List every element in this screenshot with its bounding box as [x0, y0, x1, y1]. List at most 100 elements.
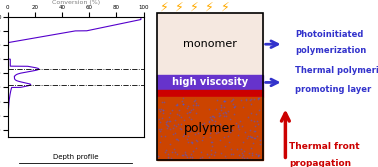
Point [176, 109, 182, 112]
Text: promoting layer: promoting layer [295, 85, 371, 94]
Point [183, 126, 189, 128]
Point [185, 105, 191, 107]
Point [180, 135, 186, 138]
Point [237, 119, 243, 122]
Point [159, 117, 165, 119]
Point [220, 126, 226, 129]
Point [180, 103, 186, 105]
Point [248, 98, 254, 101]
Point [233, 122, 239, 125]
Point [209, 145, 215, 148]
Point [209, 119, 215, 122]
Point [253, 152, 259, 155]
Point [207, 115, 213, 118]
Point [223, 112, 229, 115]
Point [160, 112, 166, 115]
Point [222, 144, 228, 147]
Point [167, 119, 174, 122]
Point [248, 97, 254, 100]
Text: ⚡: ⚡ [205, 0, 214, 13]
Text: Photoinitiated: Photoinitiated [295, 30, 363, 39]
Point [165, 156, 171, 158]
Point [221, 115, 227, 117]
Point [253, 125, 259, 128]
Point [235, 134, 241, 136]
Point [192, 99, 198, 101]
Point [224, 126, 230, 129]
Point [206, 119, 212, 122]
Point [230, 97, 236, 100]
Point [155, 117, 161, 120]
Point [193, 102, 199, 105]
Point [164, 126, 170, 129]
Point [179, 100, 185, 103]
Point [251, 120, 257, 123]
Point [188, 109, 194, 111]
Point [174, 153, 180, 156]
Point [173, 137, 179, 140]
Point [248, 135, 254, 138]
Point [187, 118, 194, 120]
Point [238, 99, 244, 102]
Point [211, 115, 217, 118]
Point [212, 151, 218, 154]
Point [241, 150, 247, 152]
Point [210, 115, 216, 117]
Point [183, 153, 189, 156]
Point [187, 111, 193, 113]
Point [190, 149, 196, 152]
Point [174, 104, 180, 107]
Point [255, 97, 261, 100]
Point [158, 107, 164, 110]
Text: ⚡: ⚡ [190, 0, 199, 13]
Point [172, 119, 178, 121]
Point [163, 149, 169, 151]
Point [169, 151, 175, 154]
Point [160, 109, 166, 112]
Point [249, 152, 255, 155]
Point [167, 128, 174, 131]
Point [253, 113, 259, 116]
Point [173, 124, 179, 127]
Point [215, 130, 221, 133]
Point [231, 113, 237, 115]
Point [222, 155, 228, 157]
Point [171, 148, 177, 150]
Point [226, 131, 232, 134]
Point [245, 134, 251, 137]
Point [208, 141, 214, 144]
Point [180, 103, 186, 106]
Point [222, 100, 228, 102]
Text: propagation: propagation [289, 159, 351, 167]
Point [174, 102, 180, 105]
Point [208, 118, 214, 121]
Point [248, 146, 254, 149]
Point [185, 134, 191, 137]
Point [157, 120, 163, 123]
Point [239, 125, 245, 127]
Point [173, 103, 179, 106]
Point [164, 124, 170, 126]
Point [164, 119, 170, 122]
Point [193, 139, 199, 141]
Point [248, 157, 254, 160]
Point [250, 141, 256, 144]
Point [186, 130, 192, 132]
Point [204, 152, 210, 155]
Point [235, 125, 241, 128]
Point [188, 152, 194, 155]
Point [198, 151, 204, 154]
Point [172, 151, 178, 154]
Point [159, 101, 165, 103]
Point [242, 131, 248, 133]
Point [217, 123, 223, 126]
Point [188, 140, 194, 143]
Point [186, 110, 192, 113]
Point [182, 150, 188, 153]
Point [249, 154, 255, 157]
Point [156, 109, 163, 112]
Point [225, 134, 231, 137]
Point [212, 120, 218, 122]
Point [167, 111, 173, 114]
Point [208, 148, 214, 151]
